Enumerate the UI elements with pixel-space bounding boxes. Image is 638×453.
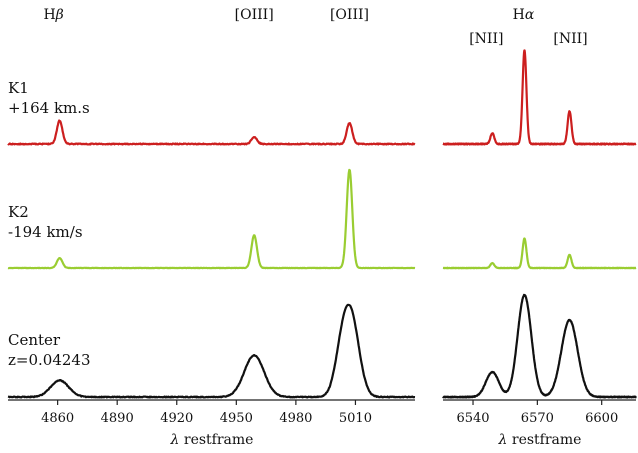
x-tick-label: 4860 — [41, 411, 74, 426]
spectrum-line-k1-left — [7, 119, 416, 146]
series-label-center-redshift: z=0.04243 — [8, 351, 91, 369]
series-label-k2-name: K2 — [8, 203, 29, 221]
series-label-k1-velocity: +164 km.s — [8, 99, 90, 117]
x-axis-titles: λ restframe λ restframe — [170, 432, 582, 448]
line-label-oiii-5007: [OIII] — [330, 7, 369, 23]
plot-area: 4860 4890 4920 4950 4980 5010 6540 6570 6600 — [7, 49, 637, 426]
x-axis-title-right: λ restframe — [498, 432, 582, 448]
line-label-hbeta: Hβ — [43, 7, 63, 23]
spectrum-line-k1-right — [442, 49, 637, 146]
x-tick-label: 4950 — [220, 411, 253, 426]
top-line-labels: Hβ [OIII] [OIII] Hα [NII] [NII] — [43, 7, 587, 47]
x-tick-label: 4980 — [279, 411, 312, 426]
spectrum-line-center-right — [442, 293, 637, 399]
series-labels: K1 +164 km.s K2 -194 km/s Center z=0.042… — [8, 79, 91, 369]
line-label-nii-6549: [NII] — [469, 31, 503, 47]
line-label-oiii-4959: [OIII] — [235, 7, 274, 23]
x-tick-label: 5010 — [339, 411, 372, 426]
x-tick-label: 6570 — [521, 411, 554, 426]
spectrum-line-k2-left — [7, 168, 416, 270]
series-label-k1-name: K1 — [8, 79, 29, 97]
x-tick-label: 6600 — [585, 411, 618, 426]
x-axis-title-left: λ restframe — [170, 432, 254, 448]
spectrum-line-center-left — [7, 303, 416, 399]
series-label-center-name: Center — [8, 331, 61, 349]
spectrum-line-k2-right — [442, 237, 637, 270]
x-tick-label: 4920 — [160, 411, 193, 426]
x-tick-label: 6540 — [456, 411, 489, 426]
series-label-k2-velocity: -194 km/s — [8, 223, 83, 241]
x-tick-label: 4890 — [101, 411, 134, 426]
line-label-halpha: Hα — [513, 7, 535, 23]
line-label-nii-6585: [NII] — [553, 31, 587, 47]
